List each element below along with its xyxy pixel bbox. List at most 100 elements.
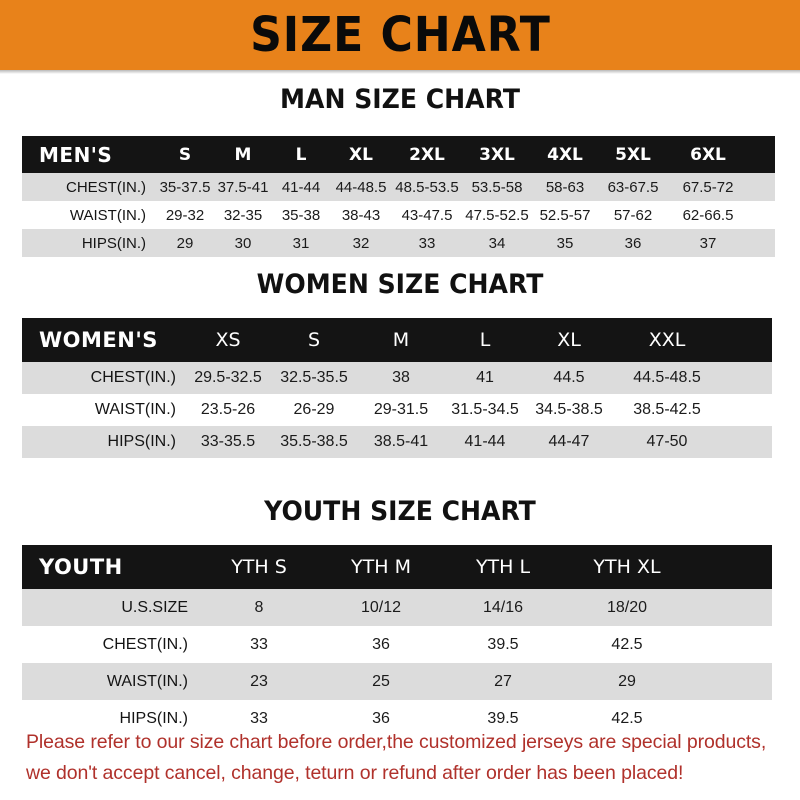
men-size-header-4: 2XL <box>409 144 445 165</box>
men-size-header-5: 3XL <box>479 144 515 165</box>
youth-cell-r2-c3: 29 <box>618 672 636 690</box>
men-cell-r1-c5: 47.5-52.5 <box>465 206 529 224</box>
men-cell-r1-c2: 35-38 <box>281 206 321 224</box>
men-size-header-6: 4XL <box>547 144 583 165</box>
men-cell-spacer <box>748 173 775 201</box>
women-cell-spacer <box>722 426 772 458</box>
women-cell-r2-c2: 38.5-41 <box>373 433 429 450</box>
men-header-spacer <box>748 136 775 173</box>
youth-size-header-1: YTH M <box>351 556 411 578</box>
women-size-table: WOMEN'S XS S M L XL XXL CHEST(IN.) 29.5-32.5 32.… <box>22 318 772 458</box>
men-measure-label-1: WAIST(IN.) <box>69 206 146 224</box>
women-cell-r2-c3: 41-44 <box>464 433 506 450</box>
women-table-corner-label: WOMEN'S <box>39 328 158 352</box>
youth-table-corner-label: YOUTH <box>39 555 123 579</box>
women-size-header-5: XXL <box>648 329 686 351</box>
women-cell-r0-c1: 32.5-35.5 <box>280 369 348 386</box>
men-size-header-1: M <box>234 144 252 165</box>
women-measure-label-2: HIPS(IN.) <box>107 433 176 450</box>
women-size-header-2: M <box>392 329 410 351</box>
youth-cell-spacer <box>690 626 772 663</box>
men-cell-r0-c0: 35-37.5 <box>159 178 211 196</box>
youth-cell-spacer <box>690 663 772 700</box>
men-size-header-7: 5XL <box>615 144 651 165</box>
women-section-title: WOMEN SIZE CHART <box>256 269 544 300</box>
youth-cell-r2-c1: 25 <box>372 672 390 690</box>
men-measure-label-0: CHEST(IN.) <box>66 178 146 196</box>
women-cell-r1-c3: 31.5-34.5 <box>451 401 519 418</box>
men-cell-r1-c1: 32-35 <box>223 206 263 224</box>
youth-measure-label-1: CHEST(IN.) <box>102 635 188 653</box>
youth-cell-r2-c2: 27 <box>494 672 512 690</box>
youth-size-header-0: YTH S <box>231 556 287 578</box>
men-cell-r0-c7: 63-67.5 <box>607 178 659 196</box>
page-banner: SIZE CHART <box>0 0 800 70</box>
women-cell-r1-c5: 38.5-42.5 <box>633 401 701 418</box>
women-table-header: WOMEN'S XS S M L XL XXL <box>22 318 772 362</box>
youth-cell-r0-c2: 14/16 <box>482 598 524 616</box>
women-cell-r2-c1: 35.5-38.5 <box>280 433 348 450</box>
men-cell-r1-c3: 38-43 <box>341 206 381 224</box>
youth-cell-r3-c1: 36 <box>372 709 390 727</box>
youth-cell-r3-c2: 39.5 <box>487 709 519 727</box>
men-cell-r2-c2: 31 <box>292 234 310 252</box>
men-cell-r2-c6: 35 <box>556 234 574 252</box>
men-size-header-2: L <box>295 144 307 165</box>
youth-size-header-2: YTH L <box>475 556 531 578</box>
youth-header-row: YOUTH YTH S YTH M YTH L YTH XL <box>22 545 772 589</box>
men-size-table: MEN'S S M L XL 2XL 3XL 4XL 5XL 6XL CHEST(IN.) 35-3… <box>22 136 775 257</box>
men-section-title: MAN SIZE CHART <box>280 84 520 115</box>
women-measure-label-0: CHEST(IN.) <box>90 369 176 386</box>
women-table-row: HIPS(IN.) 33-35.5 35.5-38.5 38.5-41 41-44 44-… <box>22 426 772 458</box>
women-header-row: WOMEN'S XS S M L XL XXL <box>22 318 772 362</box>
men-table-row: HIPS(IN.) 29 30 31 32 33 34 35 36 37 <box>22 229 775 257</box>
women-size-header-4: XL <box>557 329 581 351</box>
women-cell-r1-c0: 23.5-26 <box>200 401 256 418</box>
men-cell-r0-c3: 44-48.5 <box>335 178 387 196</box>
men-size-header-0: S <box>178 144 192 165</box>
men-cell-r1-c7: 57-62 <box>613 206 653 224</box>
men-cell-r1-c4: 43-47.5 <box>401 206 453 224</box>
youth-cell-r1-c2: 39.5 <box>487 635 519 653</box>
youth-table-row: WAIST(IN.) 23 25 27 29 <box>22 663 772 700</box>
women-measure-label-1: WAIST(IN.) <box>94 401 176 418</box>
men-cell-r1-c8: 62-66.5 <box>682 206 734 224</box>
youth-cell-r3-c0: 33 <box>250 709 268 727</box>
youth-cell-r3-c3: 42.5 <box>611 709 643 727</box>
men-table-body: CHEST(IN.) 35-37.5 37.5-41 41-44 44-48.5 48.5… <box>22 173 775 257</box>
youth-table-row: HIPS(IN.) 33 36 39.5 42.5 <box>22 700 772 737</box>
men-cell-spacer <box>748 229 775 257</box>
youth-cell-r1-c1: 36 <box>372 635 390 653</box>
women-table-row: WAIST(IN.) 23.5-26 26-29 29-31.5 31.5-34.5 34… <box>22 394 772 426</box>
men-cell-r2-c5: 34 <box>488 234 506 252</box>
women-header-spacer <box>722 318 772 362</box>
women-cell-r0-c2: 38 <box>392 369 410 386</box>
youth-table-row: U.S.SIZE 8 10/12 14/16 18/20 <box>22 589 772 626</box>
men-table-header: MEN'S S M L XL 2XL 3XL 4XL 5XL 6XL <box>22 136 775 173</box>
men-size-header-3: XL <box>349 144 373 165</box>
page-title: SIZE CHART <box>249 7 551 63</box>
men-cell-r2-c8: 37 <box>699 234 717 252</box>
women-cell-r0-c4: 44.5 <box>553 369 585 386</box>
men-table-corner-label: MEN'S <box>39 142 113 167</box>
youth-cell-r1-c3: 42.5 <box>611 635 643 653</box>
men-header-row: MEN'S S M L XL 2XL 3XL 4XL 5XL 6XL <box>22 136 775 173</box>
men-cell-r2-c0: 29 <box>176 234 194 252</box>
women-size-header-0: XS <box>215 329 241 351</box>
women-cell-r0-c3: 41 <box>476 369 494 386</box>
youth-cell-r0-c3: 18/20 <box>606 598 648 616</box>
footer-disclaimer-line-2: we don't accept cancel, change, teturn o… <box>26 762 684 784</box>
women-table-row: CHEST(IN.) 29.5-32.5 32.5-35.5 38 41 44.5 44.5… <box>22 362 772 394</box>
men-cell-r0-c8: 67.5-72 <box>682 178 734 196</box>
youth-measure-label-2: WAIST(IN.) <box>106 672 188 690</box>
women-cell-r1-c2: 29-31.5 <box>373 401 429 418</box>
youth-size-table: YOUTH YTH S YTH M YTH L YTH XL U.S.SIZE 8 10/1… <box>22 545 772 737</box>
men-cell-r2-c3: 32 <box>352 234 370 252</box>
youth-section-title: YOUTH SIZE CHART <box>264 496 536 527</box>
youth-cell-r0-c1: 10/12 <box>360 598 402 616</box>
footer-disclaimer: Please refer to our size chart before or… <box>26 727 778 789</box>
men-cell-r0-c4: 48.5-53.5 <box>395 178 459 196</box>
men-cell-r2-c7: 36 <box>624 234 642 252</box>
banner-shadow-divider <box>0 70 800 74</box>
